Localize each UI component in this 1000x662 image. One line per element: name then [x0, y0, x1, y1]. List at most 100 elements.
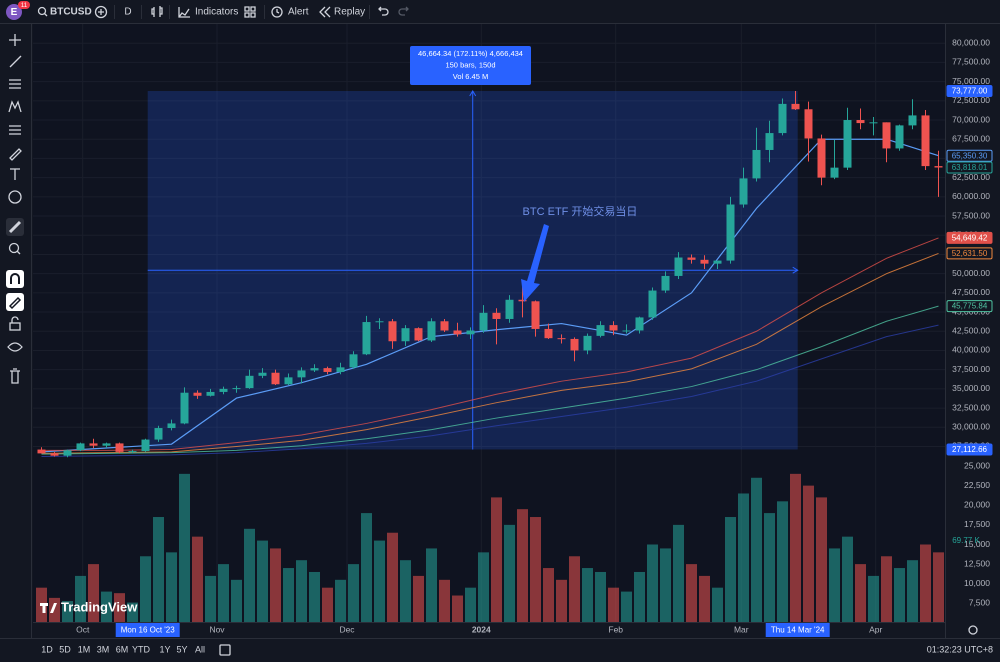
alert-icon[interactable]	[271, 6, 283, 18]
range-button[interactable]: 1Y	[159, 644, 170, 654]
volume-tick-label: 15,000	[964, 539, 990, 549]
ruler-icon	[8, 220, 22, 234]
avatar[interactable]	[6, 4, 22, 20]
measure-label-box	[410, 46, 531, 85]
candle-body	[752, 149, 761, 179]
candle-body	[466, 330, 475, 335]
fib-tool[interactable]	[9, 79, 21, 89]
trash-tool[interactable]	[10, 368, 20, 384]
volume-bar	[517, 509, 528, 622]
candle-body	[453, 330, 462, 335]
range-button[interactable]: 3M	[97, 644, 110, 654]
volume-bar	[842, 536, 853, 622]
volume-bar	[270, 548, 281, 622]
volume-bar	[933, 552, 944, 622]
indicators-icon[interactable]	[178, 7, 190, 18]
redo[interactable]	[398, 6, 409, 16]
visibility-tool[interactable]	[7, 342, 23, 352]
trend-line-tool[interactable]	[9, 55, 22, 68]
volume-bar	[413, 575, 424, 622]
left-toolbar	[6, 24, 32, 638]
search-icon[interactable]	[37, 6, 47, 16]
alert-button[interactable]: Alert	[288, 7, 309, 18]
badge-count: 11	[21, 3, 28, 9]
y-tick-label: 47,500.00	[952, 287, 990, 297]
candle-body	[908, 115, 917, 126]
pattern-tool[interactable]	[8, 100, 22, 113]
lock-tool[interactable]	[9, 322, 21, 331]
symbol[interactable]: BTCUSD	[50, 7, 92, 18]
x-tick-label: Nov	[209, 624, 225, 634]
text-tool[interactable]	[10, 168, 20, 180]
candle-body	[648, 290, 657, 318]
range-button[interactable]: YTD	[132, 644, 151, 654]
lock-tool	[11, 316, 19, 323]
volume-bar	[114, 593, 125, 622]
range-button[interactable]: 1M	[78, 644, 91, 654]
moving-average	[41, 252, 939, 454]
layouts-icon[interactable]	[244, 6, 256, 18]
measure-label: 46,664.34 (172.11%) 4,666,434	[418, 49, 523, 58]
candle-body	[154, 428, 163, 440]
time-axis	[33, 622, 945, 638]
volume-bar	[556, 579, 567, 622]
volume-bar	[699, 575, 710, 622]
y-tick-label: 60,000.00	[952, 191, 990, 201]
range-button[interactable]: 5D	[59, 644, 71, 654]
date-range-icon[interactable]	[219, 644, 231, 656]
brush-tool[interactable]	[9, 148, 22, 161]
x-tick-label: Mar	[734, 624, 749, 634]
time-marker-label: Thu 14 Mar '24	[771, 626, 825, 635]
x-tick-label: Oct	[76, 624, 90, 634]
time-marker-label: Mon 16 Oct '23	[121, 626, 176, 635]
add-symbol[interactable]	[94, 5, 108, 19]
logo-icon	[40, 603, 57, 613]
candle-body	[401, 328, 410, 342]
volume-bar	[829, 548, 840, 622]
chart-type-icon[interactable]	[151, 6, 163, 17]
indicators-button[interactable]: Indicators	[195, 7, 238, 18]
undo[interactable]	[378, 6, 389, 16]
crosshair-tool[interactable]	[9, 34, 21, 46]
volume-bar	[582, 568, 593, 622]
magnet-tool[interactable]	[6, 270, 24, 288]
candle-body	[843, 120, 852, 168]
volume-bar	[439, 579, 450, 622]
volume-bar	[725, 517, 736, 622]
volume-tick-label: 12,500	[964, 558, 990, 568]
candle-body	[50, 453, 59, 456]
zoom-tool[interactable]	[8, 242, 20, 254]
prediction-tool[interactable]	[9, 125, 21, 135]
pencil-icon	[8, 296, 22, 310]
emoji-tool[interactable]	[8, 190, 22, 204]
range-button[interactable]: 5Y	[176, 644, 187, 654]
settings-icon[interactable]	[968, 625, 978, 635]
range-button[interactable]: All	[195, 644, 205, 654]
price-label-box	[946, 85, 993, 98]
range-button[interactable]: 1D	[41, 644, 53, 654]
replay-icon[interactable]	[319, 6, 331, 18]
candle-body	[180, 392, 189, 424]
volume-bar	[192, 536, 203, 622]
volume-bar	[62, 601, 73, 622]
price-label: 63,818.01	[952, 163, 988, 172]
volume-bar	[621, 591, 632, 622]
measure-v-arrow	[469, 90, 477, 97]
candle-body	[583, 335, 592, 351]
volume-tick-label: 7,500	[969, 598, 991, 608]
moving-average	[41, 305, 939, 455]
volume-bar	[868, 575, 879, 622]
volume-bar	[361, 513, 372, 622]
replay-button[interactable]: Replay	[334, 7, 365, 18]
volume-bar	[894, 568, 905, 622]
volume-tick-label: 10,000	[964, 578, 990, 588]
interval[interactable]: D	[124, 7, 131, 18]
candle-body	[102, 443, 111, 446]
add-symbol-icon	[98, 9, 104, 15]
candle-body	[687, 257, 696, 260]
axes: 80,000.00 77,500.00 75,000.00 72,500.00 70,0…	[33, 24, 993, 638]
price-label-box	[946, 149, 993, 162]
range-button[interactable]: 6M	[116, 644, 129, 654]
moving-average	[41, 237, 939, 451]
